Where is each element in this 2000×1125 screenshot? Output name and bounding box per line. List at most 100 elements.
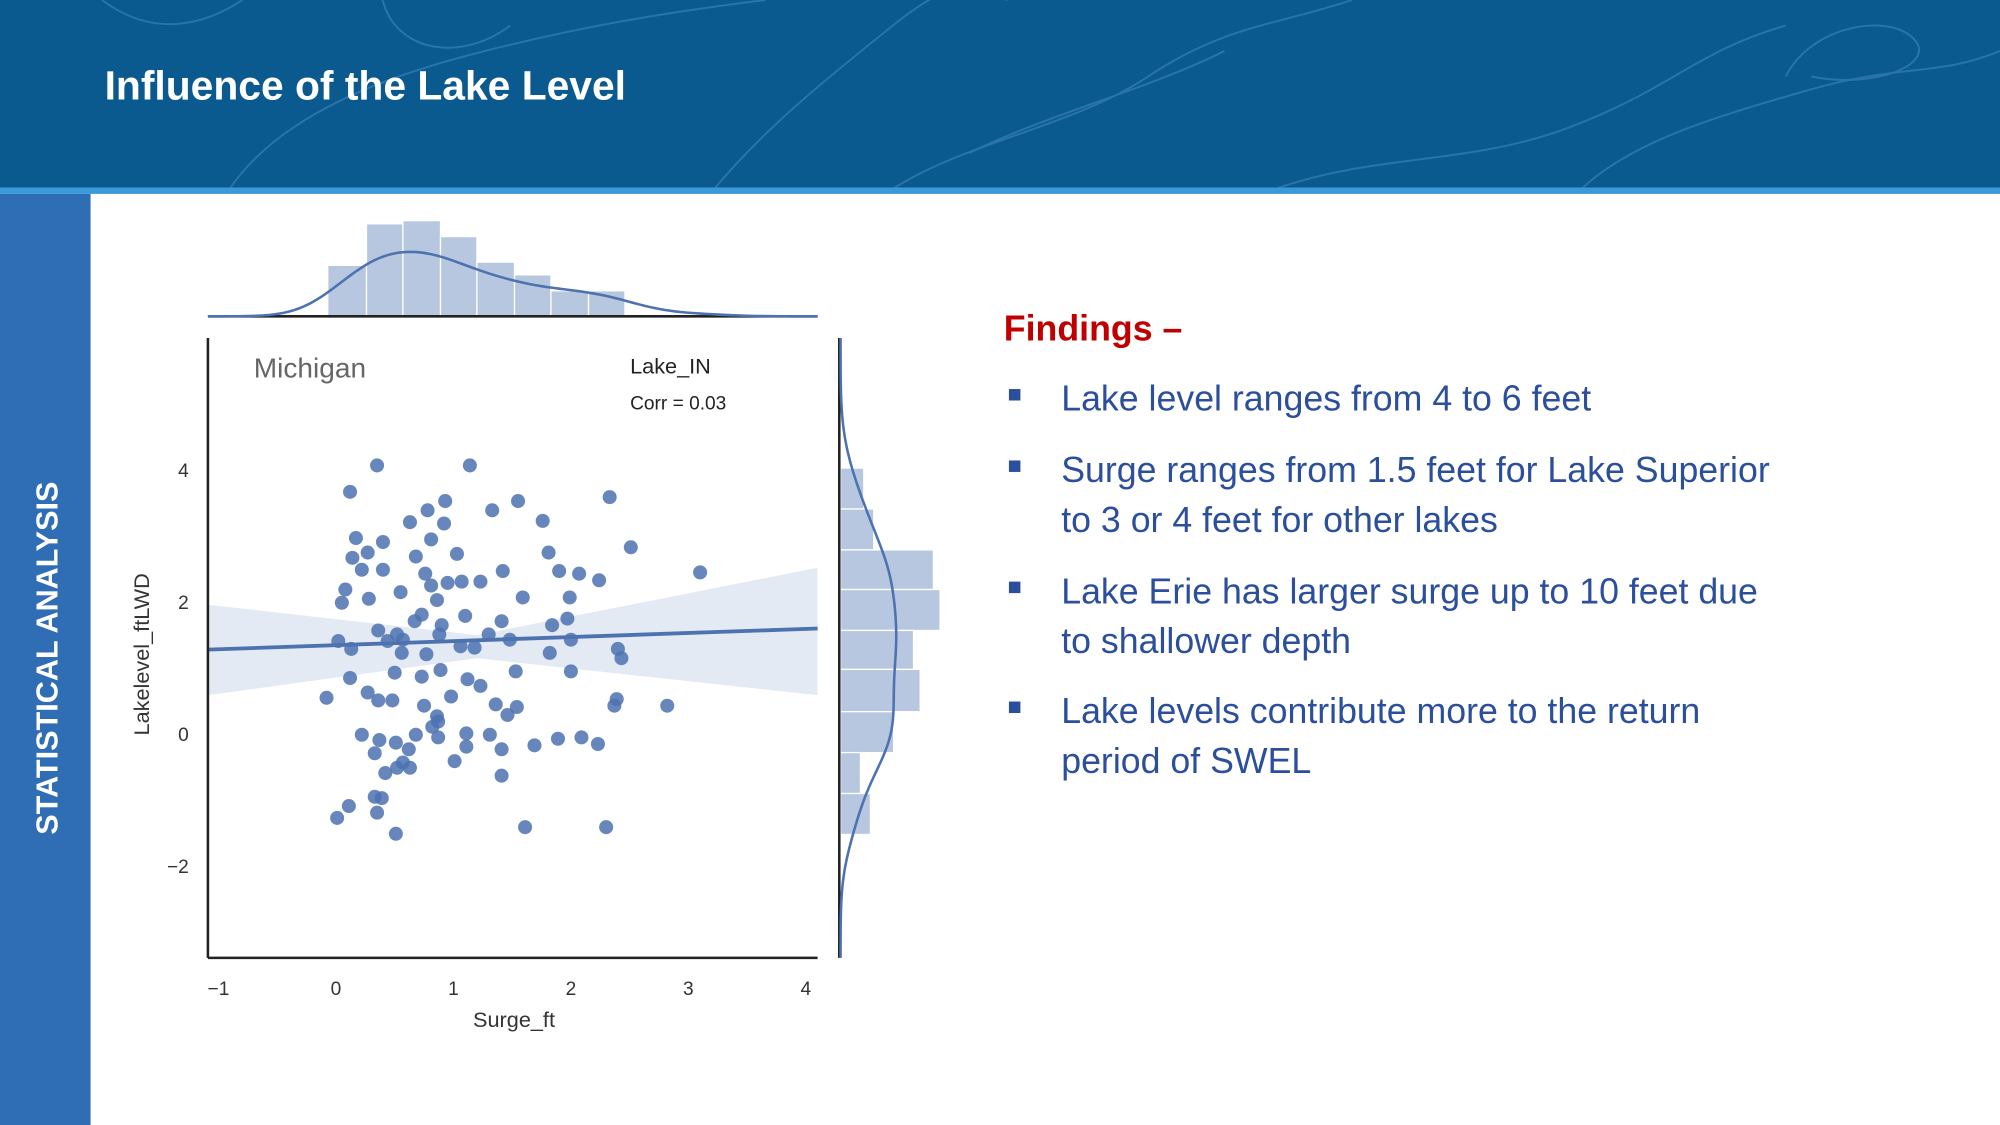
data-point: [433, 663, 448, 678]
data-point: [371, 693, 386, 708]
y-hist-bar: [839, 711, 895, 754]
data-point: [408, 727, 423, 742]
data-point: [360, 545, 375, 560]
data-point: [574, 730, 589, 745]
data-point: [515, 590, 530, 605]
header-band: [0, 0, 2000, 189]
bullet-text: to 3 or 4 feet for other lakes: [1061, 500, 1498, 540]
data-point: [319, 690, 334, 705]
data-point: [614, 651, 629, 666]
y-hist-bar: [839, 751, 862, 795]
data-point: [338, 582, 353, 597]
data-point: [354, 562, 369, 577]
data-point: [388, 735, 403, 750]
x-axis-label: Surge_ft: [473, 1007, 555, 1032]
data-point: [500, 707, 515, 722]
data-point: [494, 614, 509, 629]
data-point: [552, 564, 567, 579]
data-point: [511, 494, 526, 509]
data-point: [390, 760, 405, 775]
bullet-marker: [1008, 389, 1021, 401]
data-point: [460, 672, 475, 687]
data-point: [345, 550, 360, 565]
data-point: [393, 585, 408, 600]
data-point: [360, 685, 375, 700]
data-point: [562, 590, 577, 605]
data-point: [693, 565, 708, 580]
data-point: [440, 575, 455, 590]
data-point: [385, 693, 400, 708]
data-point: [607, 698, 622, 713]
data-point: [388, 826, 403, 841]
y-kde-curve: [839, 338, 898, 958]
data-point: [402, 760, 417, 775]
x-tick-label: 1: [448, 979, 459, 1000]
data-point: [508, 664, 523, 679]
data-point: [459, 739, 474, 754]
data-point: [563, 664, 578, 679]
data-point: [374, 791, 389, 806]
y-tick-label: −2: [167, 857, 189, 878]
x-hist-bar: [365, 223, 404, 317]
x-tick-label: 4: [801, 979, 812, 1000]
data-point: [417, 698, 432, 713]
data-point: [372, 733, 387, 748]
y-hist-bar: [839, 629, 915, 671]
x-hist-bar: [327, 264, 368, 317]
x-tick-label: 0: [331, 979, 342, 1000]
data-point: [660, 698, 675, 713]
data-point: [343, 484, 358, 499]
data-point: [454, 574, 469, 589]
y-hist-bar: [839, 549, 935, 591]
data-point: [367, 746, 382, 761]
data-point: [458, 608, 473, 623]
data-point: [467, 640, 482, 655]
data-point: [495, 564, 510, 579]
y-tick-label: 4: [178, 461, 189, 482]
y-axis-label: Lakelevel_ftLWD: [129, 573, 154, 735]
x-hist-bar: [402, 220, 442, 317]
y-tick-label: 0: [178, 725, 189, 746]
data-point: [590, 736, 605, 752]
data-point: [387, 665, 402, 680]
data-point: [527, 738, 542, 753]
data-point: [535, 513, 550, 528]
data-point: [462, 458, 477, 473]
findings-list: Lake level ranges from 4 to 6 feet Surge …: [1008, 379, 1770, 781]
data-point: [623, 540, 638, 555]
data-point: [494, 768, 509, 783]
bullet-text: Surge ranges from 1.5 feet for Lake Supe…: [1061, 450, 1770, 490]
data-point: [424, 532, 439, 547]
y-hist-bar: [839, 668, 921, 713]
x-tick-label: 3: [683, 979, 694, 1000]
data-point: [407, 614, 422, 629]
y-tick-label: 2: [178, 593, 189, 614]
data-point: [485, 503, 500, 518]
panel-label: Michigan: [254, 353, 366, 384]
data-point: [401, 742, 416, 757]
y-hist-bar: [839, 588, 941, 632]
regression-line: [207, 626, 818, 652]
data-point: [361, 591, 376, 606]
data-point: [473, 574, 488, 589]
data-point: [509, 700, 524, 715]
data-point: [375, 562, 390, 577]
data-point: [330, 810, 345, 825]
x-tick-label: −1: [208, 979, 230, 1000]
data-point: [437, 516, 452, 531]
data-point: [354, 727, 369, 742]
joint-plot: −1 0 1 2 3 4 −2 0 2 4 Surge_ft Lakelevel_ftLWD Michi…: [129, 220, 941, 1032]
x-hist-bar: [550, 290, 590, 317]
data-point: [402, 515, 417, 530]
data-point: [560, 611, 575, 626]
data-point: [394, 645, 409, 660]
sidebar-label: STATISTICAL ANALYSIS: [30, 482, 64, 835]
data-point: [429, 593, 444, 608]
bullet-text: Lake level ranges from 4 to 6 feet: [1061, 379, 1591, 419]
data-point: [449, 546, 464, 561]
data-point: [375, 534, 390, 550]
data-point: [370, 805, 385, 820]
data-point: [572, 566, 587, 581]
bullet-marker: [1008, 581, 1021, 594]
